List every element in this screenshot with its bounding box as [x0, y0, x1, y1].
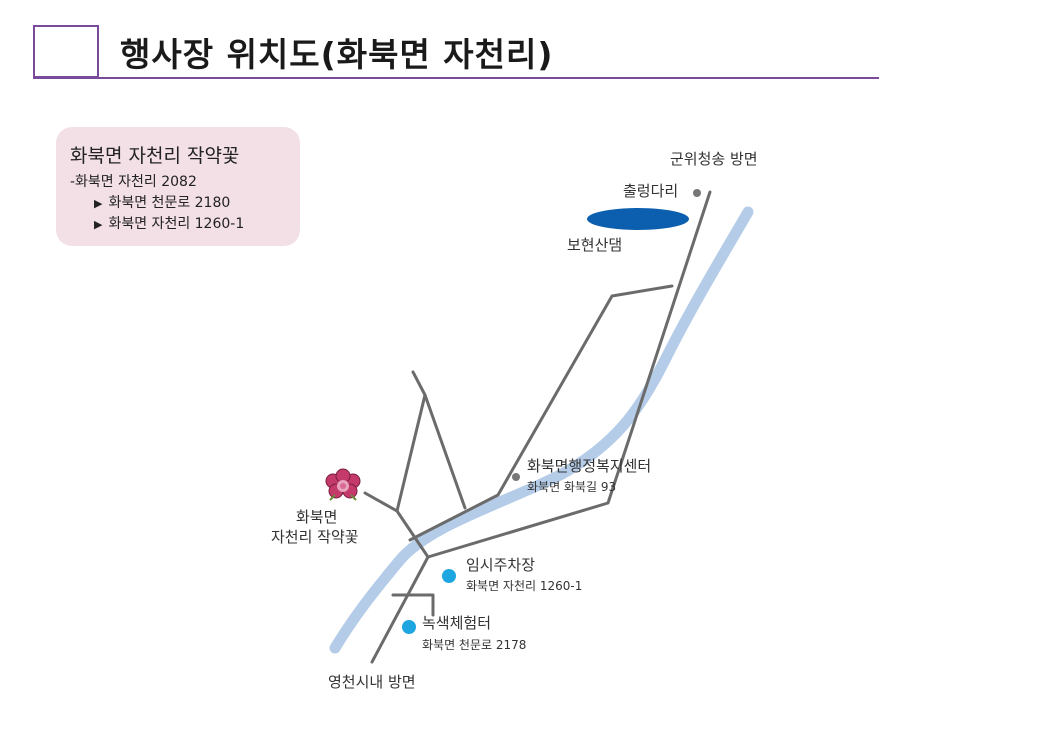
- label-parking-address: 화북면 자천리 1260-1: [466, 579, 583, 593]
- parking-marker-icon: [442, 569, 456, 583]
- label-top-direction: 군위청송 방면: [670, 150, 758, 168]
- label-chulleong-bridge: 출렁다리: [623, 182, 679, 200]
- label-office-address: 화북면 화북길 93: [527, 480, 617, 494]
- triangle-bullet-icon: ▶: [94, 197, 103, 210]
- info-address-parking-text: 화북면 자천리 1260-1: [108, 216, 245, 232]
- label-flower-place-line2: 자천리 작약꽃: [271, 528, 359, 546]
- main-road: [370, 190, 712, 664]
- header-square: [33, 25, 99, 78]
- road-branch-upper: [408, 284, 674, 542]
- office-marker-icon: [512, 473, 520, 481]
- green-center-marker-icon: [402, 620, 416, 634]
- peony-flower-icon: [325, 468, 361, 501]
- road-spur-green-center: [391, 593, 435, 617]
- label-bottom-direction: 영천시내 방면: [328, 673, 416, 691]
- label-flower-place-line1: 화북면: [296, 508, 338, 526]
- header-underline: [33, 77, 879, 79]
- bridge-marker-icon: [693, 189, 701, 197]
- road-branch-flower: [363, 491, 399, 513]
- info-box: 화북면 자천리 작약꽃 -화북면 자천리 2082 ▶ 화북면 천문로 2180 …: [56, 127, 300, 246]
- road-branch-left: [411, 370, 467, 510]
- page-title: 행사장 위치도(화북면 자천리): [120, 35, 554, 74]
- label-green-center-name: 녹색체험터: [422, 614, 492, 632]
- info-address-main: -화북면 자천리 2082: [70, 174, 197, 190]
- info-title: 화북면 자천리 작약꽃: [70, 145, 240, 167]
- info-address-road: ▶ 화북면 천문로 2180: [70, 193, 300, 214]
- info-address-road-text: 화북면 천문로 2180: [108, 195, 231, 211]
- label-dam: 보현산댐: [567, 236, 623, 254]
- label-office-name: 화북면행정복지센터: [527, 457, 652, 475]
- dam-reservoir: [587, 208, 689, 230]
- label-parking-name: 임시주차장: [466, 556, 536, 574]
- label-green-center-address: 화북면 천문로 2178: [422, 638, 527, 652]
- triangle-bullet-icon: ▶: [94, 218, 103, 231]
- info-address-parking: ▶ 화북면 자천리 1260-1: [70, 214, 300, 235]
- river: [329, 206, 754, 654]
